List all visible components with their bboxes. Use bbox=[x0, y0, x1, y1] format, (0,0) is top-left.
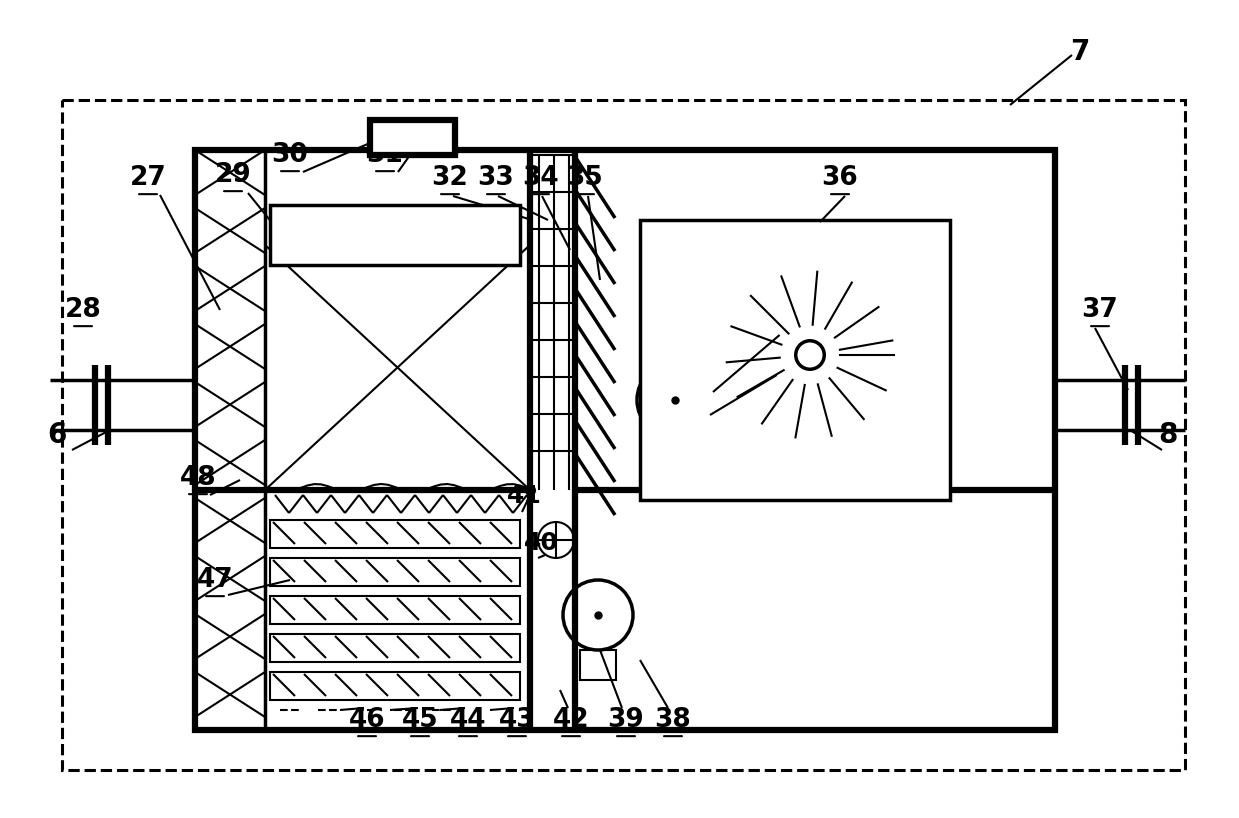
Text: 46: 46 bbox=[348, 707, 385, 733]
Bar bbox=[62, 100, 1184, 770]
Text: 40: 40 bbox=[524, 531, 559, 555]
Text: 35: 35 bbox=[566, 165, 603, 191]
Text: 45: 45 bbox=[401, 707, 439, 733]
Bar bbox=[270, 596, 520, 624]
Bar bbox=[580, 650, 616, 680]
Text: 41: 41 bbox=[507, 484, 541, 508]
Text: 32: 32 bbox=[431, 165, 468, 191]
Text: 33: 33 bbox=[477, 165, 514, 191]
Text: 29: 29 bbox=[214, 162, 252, 188]
Bar bbox=[270, 558, 520, 586]
Text: 47: 47 bbox=[197, 567, 233, 593]
Bar bbox=[641, 220, 950, 500]
Text: 34: 34 bbox=[522, 165, 559, 191]
Text: 37: 37 bbox=[1082, 297, 1119, 323]
Text: 8: 8 bbox=[1158, 421, 1178, 449]
Text: 27: 27 bbox=[130, 165, 166, 191]
Text: 36: 36 bbox=[821, 165, 859, 191]
Text: 30: 30 bbox=[271, 142, 309, 168]
Text: 39: 39 bbox=[607, 707, 644, 733]
Text: 42: 42 bbox=[553, 707, 590, 733]
Bar bbox=[655, 438, 695, 493]
Text: 38: 38 bbox=[654, 707, 691, 733]
Text: 43: 43 bbox=[498, 707, 535, 733]
Text: 6: 6 bbox=[47, 421, 67, 449]
Text: 44: 44 bbox=[450, 707, 486, 733]
Bar bbox=[195, 150, 1054, 730]
Bar bbox=[270, 672, 520, 700]
Bar bbox=[270, 205, 520, 265]
Circle shape bbox=[795, 341, 824, 369]
Bar bbox=[270, 634, 520, 662]
Text: 48: 48 bbox=[180, 465, 217, 491]
Text: 28: 28 bbox=[64, 297, 102, 323]
Bar bbox=[370, 120, 455, 155]
Text: 7: 7 bbox=[1070, 38, 1089, 66]
Bar bbox=[270, 520, 520, 548]
Text: 31: 31 bbox=[367, 142, 404, 168]
